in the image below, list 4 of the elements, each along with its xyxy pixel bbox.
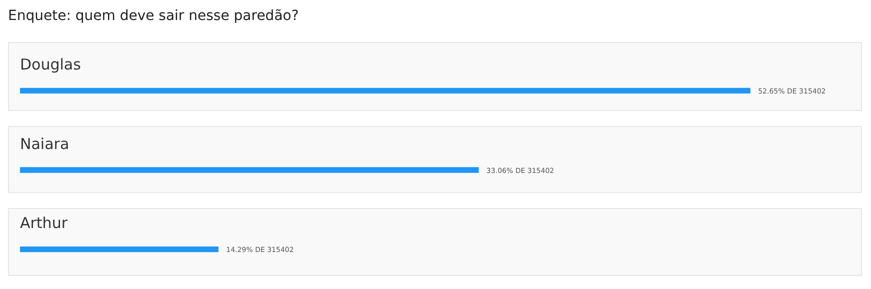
y-tick-label: Douglas	[20, 56, 82, 74]
y-tick-label: Arthur	[20, 214, 68, 232]
y-tick-label: Naiara	[20, 134, 70, 153]
chart-title: Enquete: quem deve sair nesse paredão?	[8, 8, 299, 24]
